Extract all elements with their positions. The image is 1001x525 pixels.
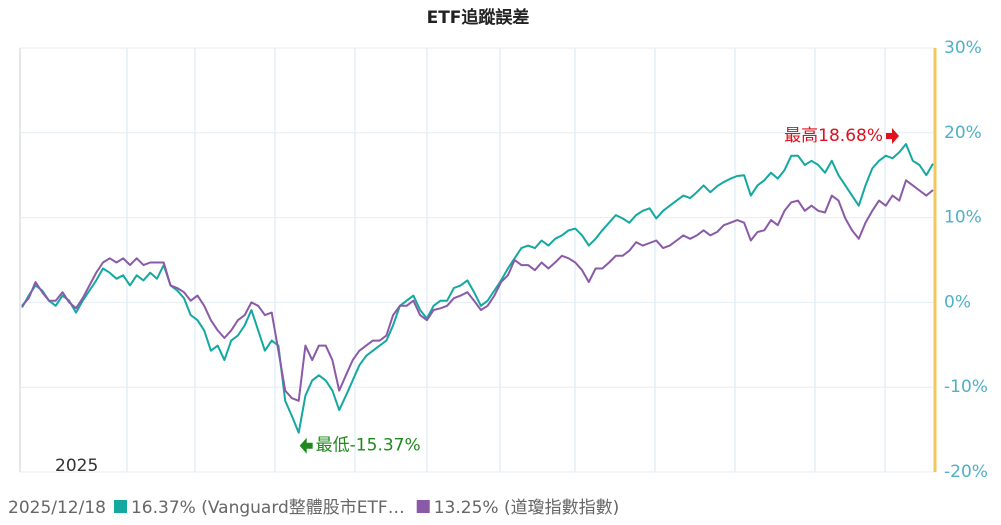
y-tick-label: -10% — [944, 377, 988, 397]
legend-swatch — [113, 500, 127, 513]
y-tick-label: 0% — [944, 292, 971, 312]
annotation: 最低-15.37% — [316, 436, 421, 456]
legend-label: 16.37% (Vanguard整體股市ETF… — [131, 498, 405, 518]
annotation: 最高18.68% — [784, 126, 883, 146]
y-tick-label: 20% — [944, 123, 982, 143]
y-tick-label: 10% — [944, 208, 982, 228]
annotation-arrow — [886, 127, 900, 144]
y-tick-label: 30% — [944, 38, 982, 58]
legend-swatch — [416, 500, 430, 513]
chart-title: ETF追蹤誤差 — [427, 7, 530, 28]
legend: 2025/12/18 16.37% (Vanguard整體股市ETF… 13.25%… — [8, 498, 619, 518]
legend-date: 2025/12/18 — [8, 498, 106, 518]
x-axis-label: 2025 — [55, 456, 98, 476]
series-line — [21, 143, 934, 434]
legend-label: 13.25% (道瓊指數指數) — [434, 498, 620, 518]
x-grid — [126, 48, 886, 472]
annotation-arrow — [299, 437, 313, 454]
series-line — [21, 179, 934, 402]
y-tick-label: -20% — [944, 462, 988, 482]
